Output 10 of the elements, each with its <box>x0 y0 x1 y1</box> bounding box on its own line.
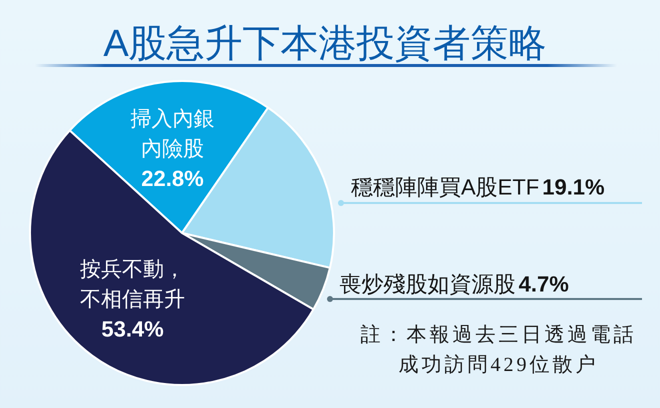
slice-label: 掃入內銀內險股 <box>130 108 214 161</box>
slice-label: 按兵不動，不相信再升 <box>80 258 186 312</box>
data-label: 53.4% <box>101 316 164 342</box>
data-label: 22.8% <box>141 166 204 192</box>
data-label: 4.7% <box>518 271 569 296</box>
text: 註：本報過去三日透過電話成功訪問429位散户 <box>360 323 638 378</box>
chart-title: A股急升下本港投資者策略 <box>102 22 548 67</box>
data-label: 19.1% <box>542 174 605 200</box>
slice-label: 喪炒殘股如資源股 <box>340 271 516 296</box>
slice-label: 穩穩陣陣買A股ETF <box>351 174 540 200</box>
